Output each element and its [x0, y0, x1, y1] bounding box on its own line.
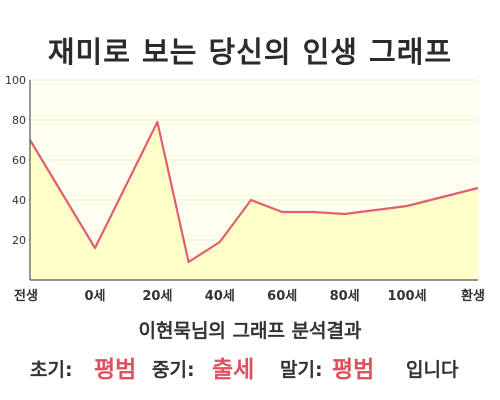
x-tick-label-3: 40세	[205, 289, 235, 304]
verdict-suffix: 입니다	[406, 359, 459, 381]
result-subtitle: 이현묵님의 그래프 분석결과	[138, 320, 362, 342]
x-tick-label-5: 80세	[330, 289, 360, 304]
early-value: 평범	[94, 357, 137, 383]
x-tick-label-0: 전생	[14, 288, 38, 304]
x-tick-label-4: 60세	[267, 289, 297, 304]
late-label: 말기:	[280, 359, 323, 381]
y-tick-label-80: 80	[12, 114, 26, 127]
x-tick-label-2: 20세	[142, 289, 172, 304]
chart-title: 재미로 보는 당신의 인생 그래프	[47, 35, 453, 69]
series-line	[29, 120, 479, 264]
x-axis-ticks: 전생 0세 20세 40세 60세 80세 100세 환생	[14, 288, 485, 304]
result-verdict: 초기: 평범 중기: 출세 말기: 평범 입니다	[0, 347, 500, 383]
y-tick-label-60: 60	[12, 154, 26, 167]
x-tick-label-6: 100세	[387, 289, 426, 304]
middle-value: 출세	[212, 357, 255, 383]
y-tick-label-20: 20	[12, 234, 26, 247]
series-area	[30, 122, 478, 280]
early-label: 초기:	[30, 359, 73, 381]
middle-label: 중기:	[152, 359, 195, 381]
x-tick-label-1: 0세	[84, 289, 105, 304]
x-tick-label-7: 환생	[461, 288, 485, 304]
y-tick-label-40: 40	[12, 194, 26, 207]
late-value: 평범	[332, 357, 375, 383]
y-axis-ticks: 20 40 60 80 100	[5, 74, 26, 247]
y-tick-label-100: 100	[5, 74, 26, 87]
